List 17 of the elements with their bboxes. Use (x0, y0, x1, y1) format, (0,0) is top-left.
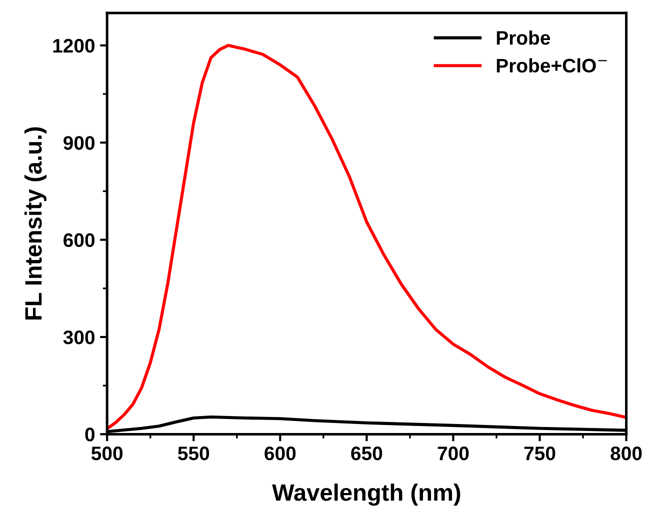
y-axis-title: FL Intensity (a.u.) (24, 127, 46, 320)
line-series (107, 44, 626, 430)
y-tick-label: 600 (64, 233, 94, 248)
x-axis-title: Wavelength (nm) (272, 484, 460, 506)
y-tick-label: 1200 (53, 38, 94, 53)
legend-label: Probe+ClO$^{−}$ (496, 58, 607, 73)
x-tick-label: 500 (91, 446, 123, 460)
x-tick-label: 550 (178, 446, 210, 460)
x-tick-label: 750 (524, 446, 556, 460)
y-tick-label: 300 (63, 330, 94, 344)
legend-label: Probe (496, 30, 550, 45)
x-tick-label: 600 (264, 446, 296, 460)
x-tick-label: 700 (438, 446, 469, 460)
y-tick-label: 0 (85, 428, 94, 442)
x-tick-label: 800 (610, 446, 642, 460)
x-tick-label: 650 (351, 446, 382, 460)
y-tick-label: 900 (64, 136, 94, 150)
